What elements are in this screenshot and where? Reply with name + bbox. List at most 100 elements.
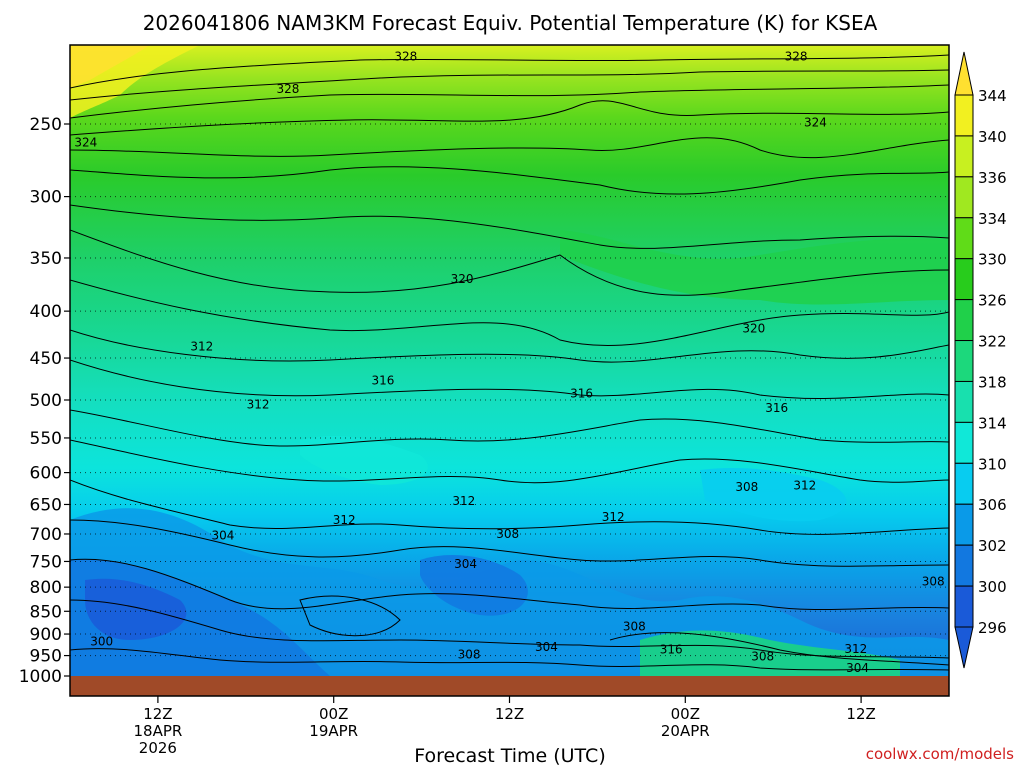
contour-label: 312 [247,398,270,412]
y-tick-label: 650 [30,495,62,515]
contour-label: 324 [804,115,827,129]
contour-label-text: 328 [394,49,417,63]
contour-line [70,329,949,363]
colorbar-label: 300 [978,578,1007,596]
contour-line [609,632,949,666]
y-tick: 900 [30,625,70,645]
contour-label-text: 312 [793,479,816,493]
y-tick: 350 [30,249,70,269]
contour-label: 316 [765,401,788,415]
y-tick-label: 850 [30,602,62,622]
colorbar-segment [954,544,974,587]
colorbar-label: 344 [978,87,1007,105]
x-tick-label: 19APR [309,722,358,740]
contour-label: 304 [454,557,477,571]
contour-line [70,204,949,249]
colorbar-label: 334 [978,210,1007,228]
contour-label-text: 324 [804,115,827,129]
contour-label-text: 316 [765,401,788,415]
y-tick-label: 250 [30,115,62,135]
contour-label-text: 328 [277,82,300,96]
contour-label: 328 [785,49,808,63]
contour-label: 308 [458,647,481,661]
colorbar-label: 302 [978,537,1007,555]
colorbar-label: 296 [978,619,1007,637]
colorbar-label: 314 [978,414,1007,432]
contour-label: 312 [844,642,867,656]
contour-label: 312 [793,479,816,493]
y-tick: 400 [30,302,70,322]
y-tick-label: 500 [30,391,62,411]
y-tick-label: 450 [30,349,62,369]
contour-label: 316 [371,373,394,387]
colorbar-segment [954,135,974,178]
contour-label: 300 [90,634,113,648]
y-tick: 950 [30,647,70,667]
colorbar-segment [954,299,974,342]
colorbar-segment [954,503,974,546]
colorbar-label: 330 [978,251,1007,269]
contour-label-text: 304 [454,557,477,571]
contour-line [70,137,949,159]
contour-label: 324 [74,136,97,150]
min-theta-left [85,578,187,640]
y-tick-label: 300 [30,188,62,208]
colorbar-segment [954,585,974,628]
y-tick-label: 950 [30,647,62,667]
contour-label: 316 [660,643,683,657]
contour-label-text: 312 [452,494,475,508]
contour-label-text: 308 [751,649,774,663]
contour-label-text: 304 [846,661,869,675]
contour-line [70,69,949,101]
y-tick: 300 [30,188,70,208]
contour-line [70,599,949,659]
contour-label-text: 308 [458,647,481,661]
contour-label: 312 [452,494,475,508]
contour-label-text: 308 [496,527,519,541]
y-axis: 250 300 350 400 450 500 550 600 650 700 750 800 850 9… [19,115,70,687]
colorbar-label: 326 [978,292,1007,310]
chart-title: 2026041806 NAM3KM Forecast Equiv. Potent… [143,11,878,35]
contour-label-text: 324 [74,136,97,150]
field-features [70,45,949,676]
watermark: coolwx.com/models [866,745,1014,763]
contour-line [70,439,949,484]
x-tick: 12Z [495,696,524,723]
colorbar-label: 336 [978,169,1007,187]
ground-strip [70,676,949,696]
y-tick-label: 400 [30,302,62,322]
y-tick-label: 350 [30,249,62,269]
mid-upper-region [560,230,949,305]
y-tick: 450 [30,349,70,369]
contour-labels: 328 328 328 324 324 320 320 316 316 316 312 312 312 3… [74,49,944,674]
contour-label: 304 [846,661,869,675]
contour-label: 328 [277,82,300,96]
contour-label-text: 304 [211,529,234,543]
y-tick-label: 550 [30,429,62,449]
contour-label: 308 [735,480,758,494]
x-tick-label: 12Z [846,705,875,723]
contour-line [70,279,949,347]
contour-label: 316 [570,387,593,401]
y-tick: 700 [30,525,70,545]
contour-label: 312 [333,513,356,527]
contour-label-text: 316 [660,643,683,657]
contour-lines [70,54,949,671]
contour-label: 312 [602,510,625,524]
y-tick-label: 600 [30,464,62,484]
contour-label-text: 320 [451,272,474,286]
contour-label: 308 [751,649,774,663]
contour-label-text: 304 [535,640,558,654]
x-tick-label: 2026 [139,739,177,757]
contour-line [70,100,949,136]
contour-line [70,409,949,447]
y-tick: 600 [30,464,70,484]
y-tick: 750 [30,552,70,572]
contour-label: 304 [535,640,558,654]
contour-label: 328 [394,49,417,63]
x-tick-label: 00Z [319,705,348,723]
